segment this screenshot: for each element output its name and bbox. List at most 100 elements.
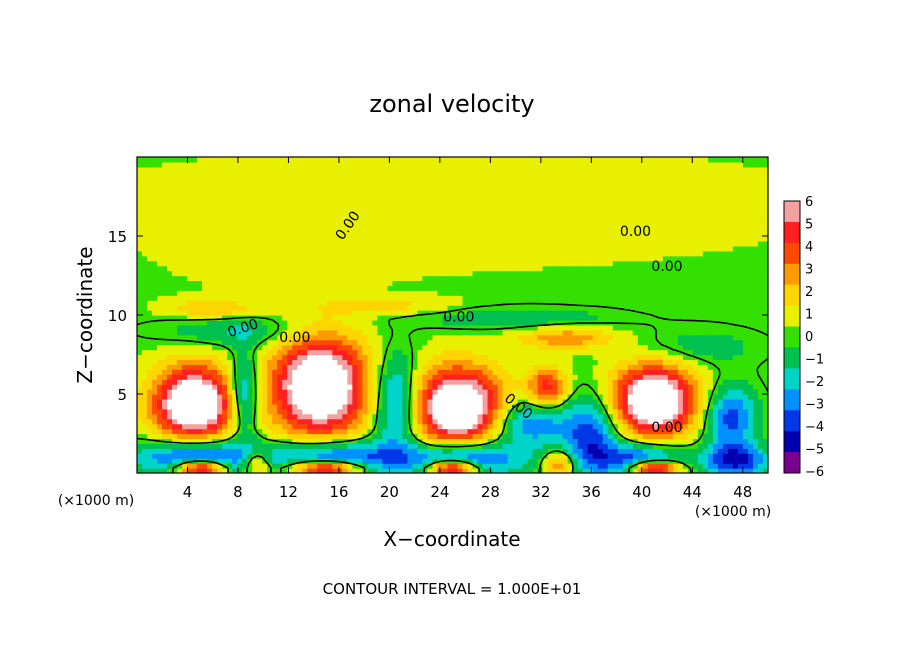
- heat-cell: [532, 408, 539, 415]
- heat-cell: [212, 423, 218, 430]
- heat-cell: [137, 408, 143, 415]
- heat-cell: [522, 408, 529, 415]
- heat-cell: [362, 305, 368, 311]
- heat-cell: [367, 468, 373, 473]
- heat-cell: [422, 290, 429, 296]
- heat-cell: [412, 408, 419, 415]
- heat-cell: [707, 408, 714, 415]
- heat-cell: [177, 295, 183, 301]
- heat-cell: [602, 433, 609, 440]
- heat-cell: [297, 384, 303, 390]
- heat-cell: [267, 443, 273, 449]
- heat-cell: [697, 384, 704, 390]
- heat-cell: [257, 428, 263, 435]
- heat-cell: [137, 394, 143, 400]
- heat-cell: [362, 408, 368, 415]
- heat-cell: [157, 379, 163, 385]
- heat-cell: [237, 463, 243, 469]
- heat-cell: [557, 453, 564, 459]
- heat-cell: [657, 428, 664, 435]
- heat-cell: [152, 344, 158, 351]
- heat-cell: [317, 300, 323, 306]
- heat-cell: [272, 354, 278, 361]
- heat-cell: [542, 389, 549, 395]
- heat-cell: [622, 379, 629, 385]
- heat-cell: [282, 329, 288, 336]
- heat-cell: [677, 389, 684, 395]
- heat-cell: [142, 448, 148, 454]
- heat-cell: [362, 354, 368, 361]
- heat-cell: [382, 443, 388, 449]
- heat-cell: [552, 374, 559, 380]
- heat-cell: [317, 403, 323, 410]
- heat-cell: [192, 334, 198, 341]
- heat-cell: [242, 290, 248, 296]
- heat-cell: [162, 300, 168, 306]
- heat-cell: [472, 389, 479, 395]
- heat-cell: [692, 423, 699, 430]
- heat-cell: [182, 310, 188, 316]
- heat-cell: [327, 354, 333, 361]
- heat-cell: [472, 310, 479, 316]
- heat-cell: [197, 408, 203, 415]
- heat-cell: [737, 315, 744, 321]
- heat-cell: [652, 389, 659, 395]
- heat-cell: [637, 295, 644, 301]
- heat-cell: [172, 349, 178, 356]
- heat-cell: [372, 398, 378, 405]
- heat-cell: [232, 280, 238, 286]
- heat-cell: [657, 310, 664, 316]
- heat-cell: [167, 443, 173, 449]
- heat-cell: [247, 408, 253, 415]
- heat-cell: [437, 408, 444, 415]
- heat-cell: [717, 339, 724, 346]
- heat-cell: [142, 324, 148, 331]
- heat-cell: [402, 384, 409, 390]
- heat-cell: [367, 453, 373, 459]
- heat-cell: [487, 389, 494, 395]
- heat-cell: [522, 275, 529, 282]
- heat-cell: [297, 295, 303, 301]
- heat-cell: [307, 295, 313, 301]
- heat-cell: [307, 285, 313, 291]
- heat-cell: [747, 290, 754, 296]
- heat-cell: [277, 448, 283, 454]
- heat-cell: [392, 428, 399, 435]
- heat-cell: [612, 290, 619, 296]
- heat-cell: [447, 339, 454, 346]
- heat-cell: [422, 403, 429, 410]
- heat-cell: [352, 319, 358, 326]
- heat-cell: [517, 463, 524, 469]
- heat-cell: [687, 310, 694, 316]
- heat-cell: [627, 394, 634, 400]
- heat-cell: [322, 354, 328, 361]
- heat-cell: [677, 438, 684, 444]
- heat-cell: [607, 413, 614, 420]
- heat-cell: [267, 300, 273, 306]
- heat-cell: [167, 379, 173, 385]
- heat-cell: [737, 300, 744, 306]
- heat-cell: [692, 300, 699, 306]
- heat-cell: [572, 468, 579, 473]
- heat-cell: [432, 453, 439, 459]
- heat-cell: [562, 448, 569, 454]
- heat-cell: [337, 448, 343, 454]
- heat-cell: [322, 398, 328, 405]
- heat-cell: [192, 468, 198, 473]
- heat-cell: [492, 300, 499, 306]
- heat-cell: [187, 418, 193, 425]
- heat-cell: [722, 433, 729, 440]
- heat-cell: [232, 463, 238, 469]
- heat-cell: [547, 364, 554, 370]
- heat-cell: [757, 295, 764, 301]
- heat-cell: [202, 408, 208, 415]
- heat-cell: [347, 359, 353, 365]
- heat-cell: [332, 285, 338, 291]
- heat-cell: [282, 349, 288, 356]
- heat-cell: [267, 344, 273, 351]
- heat-cell: [752, 428, 759, 435]
- heat-cell: [617, 354, 624, 361]
- heat-cell: [432, 394, 439, 400]
- heat-cell: [167, 280, 173, 286]
- heat-cell: [462, 398, 469, 405]
